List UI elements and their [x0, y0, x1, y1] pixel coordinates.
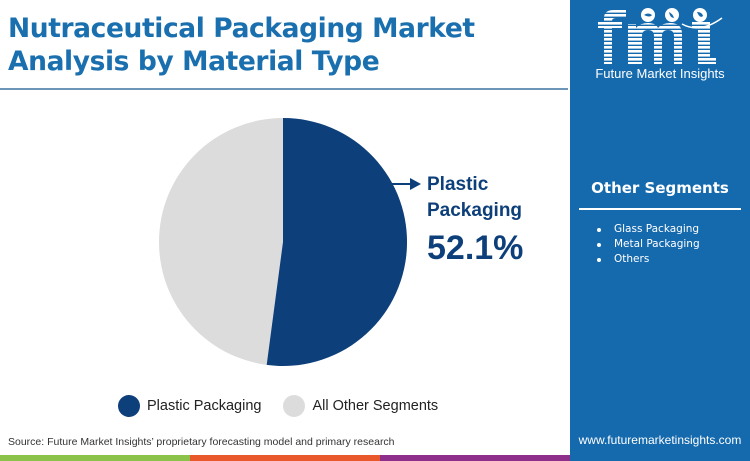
legend-item-plastic-packaging: Plastic Packaging: [118, 395, 261, 417]
segment-item-others: Others: [597, 252, 700, 267]
other-segments-title: Other Segments: [591, 179, 729, 197]
arrow-right-icon: [388, 178, 421, 190]
footer-bar-purple: [380, 455, 570, 461]
brand-name: Future Market Insights: [595, 66, 725, 81]
pie-chart: [159, 118, 408, 366]
bullet-icon: [597, 242, 601, 247]
other-segments-list: Glass Packaging Metal Packaging Others: [597, 222, 700, 267]
legend-swatch-icon: [283, 395, 306, 417]
bullet-icon: [597, 227, 601, 232]
title-line-1: Nutraceutical Packaging Market: [8, 13, 475, 44]
callout-value: 52.1%: [427, 229, 524, 267]
segment-item-metal-packaging: Metal Packaging: [597, 237, 700, 252]
source-note: Source: Future Market Insights’ propriet…: [8, 436, 395, 448]
sidebar: Future Market Insights Other Segments Gl…: [570, 0, 750, 461]
pie-slice-plastic-packaging: [266, 118, 408, 366]
legend-item-all-other-segments: All Other Segments: [283, 395, 438, 417]
footer-bar-orange: [190, 455, 380, 461]
legend: Plastic Packaging All Other Segments: [118, 395, 460, 417]
title-line-2: Analysis by Material Type: [8, 46, 380, 77]
bullet-icon: [597, 257, 601, 262]
legend-label: All Other Segments: [312, 398, 439, 414]
title-divider: [0, 88, 568, 90]
fmi-logo-icon: [598, 8, 723, 64]
other-segments-divider: [579, 208, 741, 210]
website-link[interactable]: www.futuremarketinsights.com: [578, 433, 742, 447]
legend-label: Plastic Packaging: [147, 398, 262, 414]
legend-swatch-icon: [118, 395, 140, 417]
footer-bar-green: [0, 455, 190, 461]
segment-item-glass-packaging: Glass Packaging: [597, 222, 700, 237]
callout-label: Plastic Packaging: [427, 174, 523, 221]
page-title: Nutraceutical Packaging Market Analysis …: [8, 12, 568, 78]
